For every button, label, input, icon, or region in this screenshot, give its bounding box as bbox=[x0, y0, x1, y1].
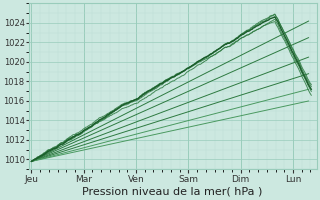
X-axis label: Pression niveau de la mer( hPa ): Pression niveau de la mer( hPa ) bbox=[83, 187, 263, 197]
